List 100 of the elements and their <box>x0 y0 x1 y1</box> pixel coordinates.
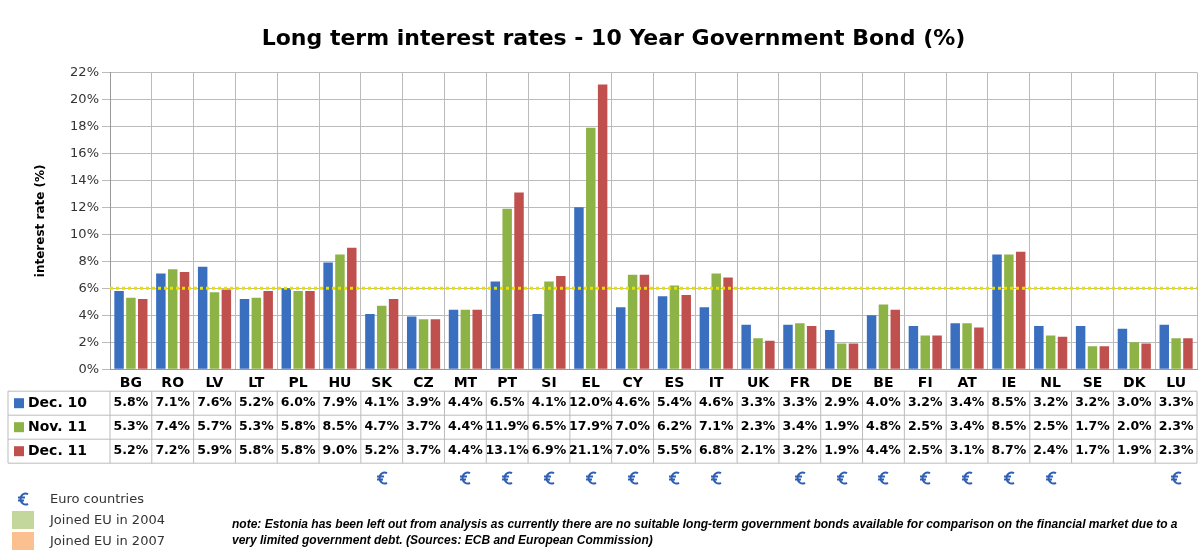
x-tick-label: ES <box>664 374 685 391</box>
data-label: 11.9% <box>485 418 530 434</box>
bar <box>335 254 345 369</box>
data-label: 7.0% <box>615 418 651 434</box>
data-label: 5.4% <box>657 394 693 410</box>
data-label: 4.0% <box>866 394 902 410</box>
x-tick-label: IE <box>1001 374 1017 391</box>
bar <box>197 266 208 369</box>
data-label: 1.7% <box>1075 442 1111 458</box>
y-tick-label: 2% <box>78 333 99 349</box>
bar <box>1045 335 1056 369</box>
x-tick-label: IT <box>708 374 725 391</box>
bar <box>597 84 608 369</box>
x-tick-label: SK <box>371 374 394 391</box>
bar <box>1141 343 1151 369</box>
data-label: 5.5% <box>657 442 693 458</box>
bar <box>586 127 596 369</box>
data-label: 6.8% <box>698 442 735 458</box>
bar <box>209 292 220 369</box>
bar <box>347 247 357 369</box>
data-label: 3.2% <box>1075 394 1111 410</box>
data-label: 4.1% <box>364 394 400 410</box>
chart-title: Long term interest rates - 10 Year Government Bond (%) <box>261 24 966 50</box>
data-label: 3.7% <box>406 442 442 458</box>
x-tick-label: EL <box>581 374 601 391</box>
bar <box>126 297 136 369</box>
bar <box>723 277 733 369</box>
x-tick-label: AT <box>957 374 978 391</box>
data-label: 5.3% <box>238 418 275 434</box>
data-label: 3.4% <box>782 418 818 434</box>
data-label: 5.7% <box>197 418 233 434</box>
data-label: 3.3% <box>740 394 776 410</box>
data-label: 2.5% <box>907 442 944 458</box>
data-label: 8.5% <box>322 418 358 434</box>
bar <box>490 281 501 369</box>
data-label: 7.0% <box>615 442 651 458</box>
data-label: 7.9% <box>322 394 358 410</box>
bar <box>502 208 512 369</box>
x-tick-label: HU <box>328 374 352 391</box>
x-tick-label: PL <box>288 374 308 391</box>
data-label: 3.3% <box>782 394 818 410</box>
bar <box>962 323 972 369</box>
bar <box>251 297 262 369</box>
y-tick-label: 6% <box>78 279 99 295</box>
data-label: 17.9% <box>569 418 613 434</box>
x-tick-label: PT <box>497 374 518 391</box>
bar <box>418 319 429 369</box>
text: Euro countries <box>50 491 145 506</box>
data-label: 7.6% <box>197 394 233 410</box>
y-tick-label: 14% <box>70 171 99 187</box>
bar <box>281 288 292 369</box>
bar <box>365 313 375 369</box>
data-label: 6.9% <box>531 442 567 458</box>
data-label: 7.1% <box>698 418 735 434</box>
text: note: Estonia has been left out from analysis as currently there are no suitable long-term government bonds available for comparison on the financial market due to a very limited government debt. (Sources: ECB and European Commission) <box>232 516 1179 548</box>
bar <box>825 330 835 369</box>
x-tick-label: SE <box>1082 374 1103 391</box>
data-label: 5.8% <box>280 418 316 434</box>
y-tick-label: 10% <box>70 225 99 241</box>
x-tick-label: DE <box>831 374 853 391</box>
bar <box>639 274 650 369</box>
data-label: 13.1% <box>485 442 530 458</box>
bar <box>890 309 901 369</box>
x-tick-label: FI <box>917 374 933 391</box>
bar <box>848 343 859 369</box>
bar <box>377 305 387 369</box>
data-label: 6.5% <box>489 394 525 410</box>
bar <box>514 192 524 369</box>
data-label: 7.4% <box>155 418 191 434</box>
data-label: 3.1% <box>949 442 985 458</box>
bar <box>323 262 333 369</box>
data-label: 5.2% <box>113 442 149 458</box>
legend-label: Dec. 11 <box>28 441 88 458</box>
bar <box>156 273 166 369</box>
data-label: 3.7% <box>406 418 442 434</box>
bar <box>657 296 668 369</box>
data-label: 6.5% <box>531 418 567 434</box>
bar <box>836 343 847 369</box>
x-tick-label: CY <box>622 374 644 391</box>
bar <box>406 316 417 369</box>
text: Joined EU in 2007 <box>50 533 165 548</box>
bar <box>138 299 148 369</box>
data-label: 9.0% <box>322 442 358 458</box>
data-label: 1.7% <box>1075 418 1111 434</box>
data-label: 2.5% <box>1033 418 1069 434</box>
bar <box>263 290 273 369</box>
bar <box>305 290 315 369</box>
data-label: 2.5% <box>907 418 944 434</box>
legend-label: Nov. 11 <box>28 417 87 434</box>
bar <box>795 323 805 369</box>
bar <box>1015 251 1026 369</box>
data-label: 5.3% <box>113 418 149 434</box>
data-label: 8.7% <box>991 442 1027 458</box>
bar <box>114 290 124 369</box>
x-tick-label: SI <box>541 374 557 391</box>
data-label: 2.3% <box>1158 418 1194 434</box>
data-label: 8.5% <box>991 418 1027 434</box>
data-label: 3.4% <box>949 418 985 434</box>
data-label: 5.8% <box>280 442 316 458</box>
data-label: 5.2% <box>364 442 400 458</box>
